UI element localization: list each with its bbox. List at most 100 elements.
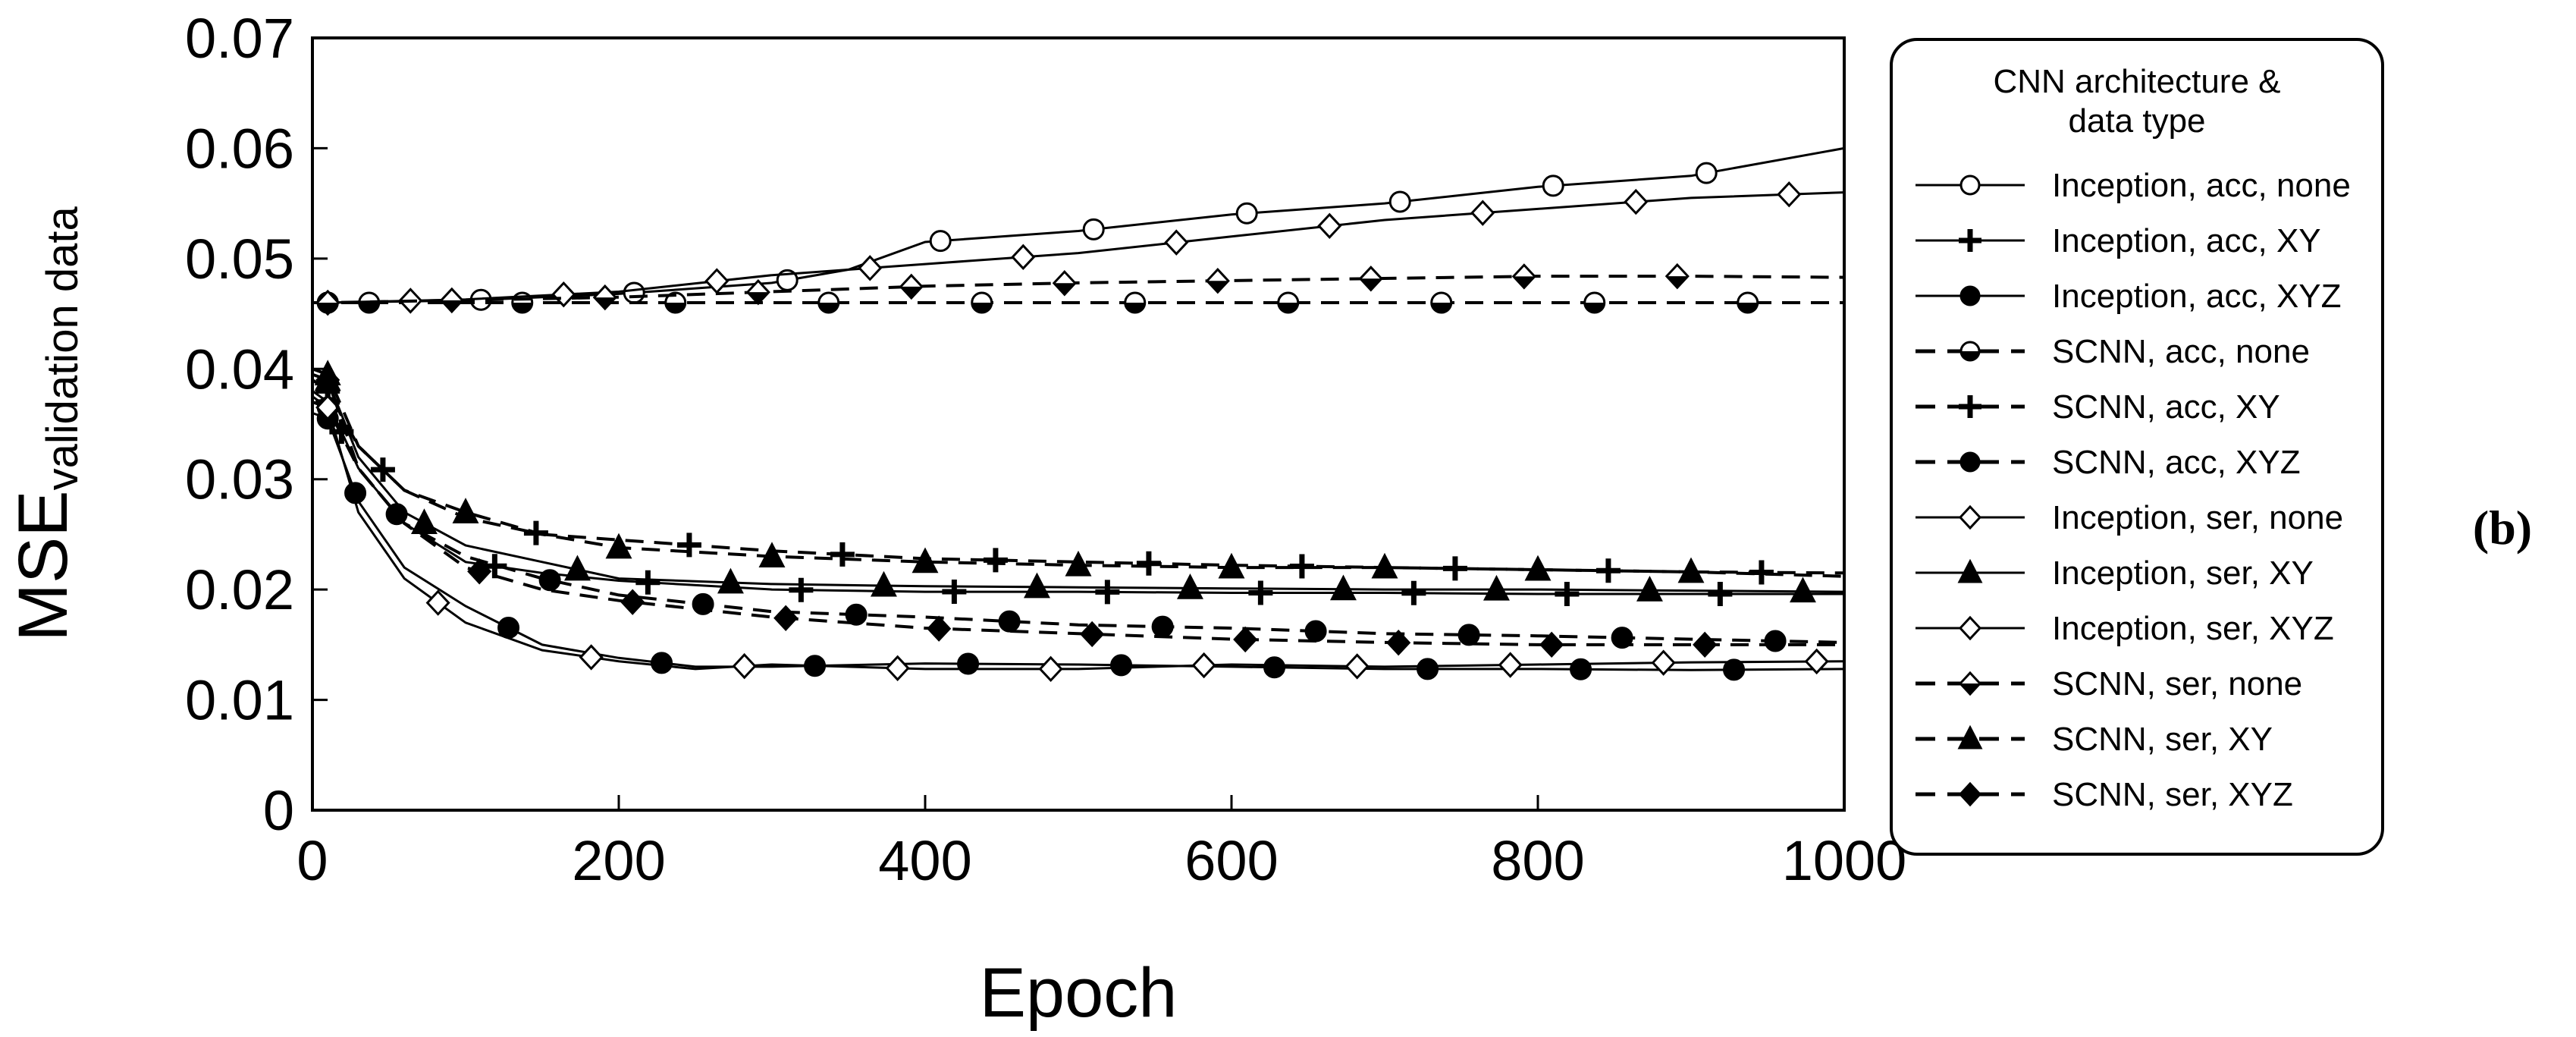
data-point xyxy=(1344,653,1370,680)
legend-title: CNN architecture & xyxy=(1993,63,2280,100)
legend-entry: Inception, acc, XY xyxy=(1916,222,2321,259)
data-point xyxy=(1095,580,1120,605)
data-point xyxy=(1958,615,1982,641)
data-point xyxy=(830,542,855,567)
data-point xyxy=(1124,291,1147,314)
legend-entry: SCNN, ser, XYZ xyxy=(1916,776,2293,813)
data-point xyxy=(732,652,757,680)
data-point xyxy=(1052,270,1077,297)
data-point xyxy=(315,289,340,316)
data-point xyxy=(1958,781,1982,807)
data-point xyxy=(942,580,967,605)
data-point xyxy=(1677,557,1705,583)
x-tick-label: 1000 xyxy=(1782,829,1907,892)
data-point xyxy=(929,230,952,253)
y-axis-label: MSEvalidation data xyxy=(5,206,87,642)
data-point xyxy=(1959,395,1981,418)
data-point xyxy=(1624,188,1649,215)
series-line xyxy=(312,275,1845,304)
legend-entry: Inception, ser, XYZ xyxy=(1916,610,2334,647)
data-point xyxy=(425,589,450,616)
data-point xyxy=(1164,229,1189,256)
data-point xyxy=(1401,580,1426,605)
y-tick-label: 0 xyxy=(263,779,294,842)
x-axis-label: Epoch xyxy=(980,954,1178,1032)
data-point xyxy=(1958,671,1982,696)
legend-label: Inception, acc, XYZ xyxy=(2052,278,2342,315)
data-point xyxy=(1191,652,1216,679)
data-point xyxy=(1483,574,1510,601)
data-point xyxy=(1110,654,1133,677)
series-line xyxy=(312,372,1844,646)
data-point xyxy=(885,655,910,682)
legend-entry: Inception, ser, XY xyxy=(1916,555,2314,592)
data-point xyxy=(1511,263,1536,290)
data-point xyxy=(1430,291,1453,314)
data-point xyxy=(635,570,660,595)
data-point xyxy=(1136,551,1161,576)
y-tick-label: 0.04 xyxy=(185,338,294,401)
data-point xyxy=(971,291,993,314)
series-line xyxy=(312,146,1845,304)
data-point xyxy=(1233,626,1258,653)
series-line xyxy=(312,390,1844,595)
data-point xyxy=(410,508,438,535)
data-point xyxy=(704,268,730,294)
data-point xyxy=(758,542,786,568)
data-point xyxy=(676,533,701,558)
data-point xyxy=(579,644,604,671)
data-point xyxy=(1777,181,1802,208)
data-point xyxy=(1386,630,1411,656)
data-point xyxy=(664,291,687,314)
data-point xyxy=(1583,291,1606,314)
data-point xyxy=(1417,658,1439,680)
data-point xyxy=(605,533,632,559)
x-tick-label: 0 xyxy=(297,829,328,892)
data-point xyxy=(957,652,980,675)
data-point xyxy=(717,567,744,594)
data-point xyxy=(315,366,340,394)
data-point xyxy=(870,570,897,597)
series-line xyxy=(312,367,1845,578)
data-point xyxy=(773,605,799,632)
legend-entry: SCNN, acc, none xyxy=(1916,333,2310,370)
data-point xyxy=(1498,652,1523,678)
panel-label: (b) xyxy=(2473,501,2532,555)
x-tick-label: 400 xyxy=(878,829,971,892)
x-tick-label: 200 xyxy=(572,829,665,892)
legend-entry: SCNN, ser, none xyxy=(1916,665,2302,702)
legend-label: Inception, ser, XYZ xyxy=(2052,610,2334,647)
legend-label: Inception, ser, XY xyxy=(2052,555,2314,592)
y-tick-label: 0.06 xyxy=(185,117,294,180)
data-point xyxy=(538,569,561,592)
data-point xyxy=(745,278,770,306)
data-point xyxy=(858,255,883,281)
legend-label: Inception, acc, XY xyxy=(2052,222,2321,259)
data-point xyxy=(1176,573,1203,599)
data-point xyxy=(789,577,814,602)
legend-box xyxy=(1890,38,2384,856)
legend-entry: Inception, acc, XYZ xyxy=(1916,278,2342,315)
data-point xyxy=(911,547,939,573)
data-point xyxy=(623,281,645,304)
data-point xyxy=(551,281,576,308)
legend: CNN architecture & data type Inception, … xyxy=(1890,38,2384,856)
legend-label: Inception, ser, none xyxy=(2052,499,2343,536)
data-point xyxy=(1539,631,1564,658)
series-line xyxy=(311,379,1845,575)
series xyxy=(312,396,1845,652)
y-tick-label: 0.02 xyxy=(185,558,294,621)
data-point xyxy=(1277,291,1300,314)
data-point xyxy=(1038,655,1063,683)
legend-entry: SCNN, ser, XY xyxy=(1916,721,2273,758)
data-point xyxy=(1957,724,1983,749)
series xyxy=(312,389,1844,606)
data-point xyxy=(1957,558,1983,583)
data-point xyxy=(1693,631,1718,658)
series xyxy=(312,262,1845,316)
plot-frame xyxy=(311,36,1846,812)
x-tick-label: 800 xyxy=(1491,829,1584,892)
data-point xyxy=(1665,262,1690,290)
data-point xyxy=(927,615,952,642)
